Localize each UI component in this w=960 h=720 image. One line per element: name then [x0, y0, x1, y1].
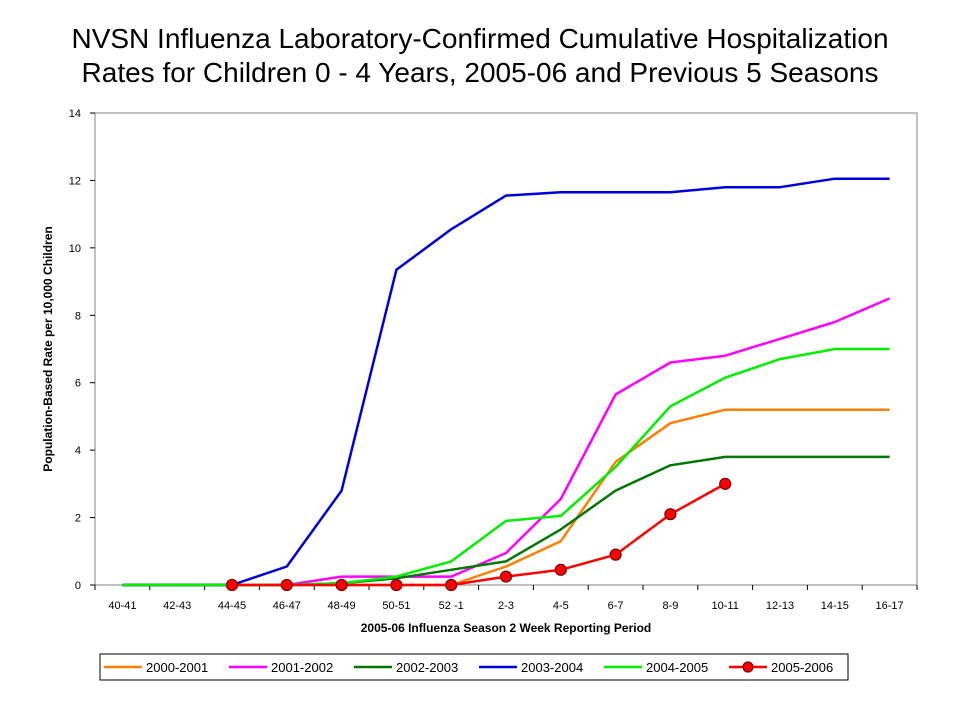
x-tick-label: 14-15 — [821, 600, 849, 612]
series-2005-2006 — [225, 477, 732, 592]
legend: 2000-2001 2001-2002 2002-2003 2003-2004 2004… — [99, 653, 849, 681]
y-tick-label: 14 — [69, 108, 81, 120]
data-point-2005-2006 — [445, 578, 458, 592]
data-point-2005-2006 — [609, 548, 622, 561]
legend-label: 2003-2004 — [521, 660, 583, 675]
x-tick-label: 2-3 — [498, 600, 514, 612]
y-tick-label: 12 — [69, 175, 81, 187]
x-tick-label: 8-9 — [662, 600, 678, 612]
legend-items: 2000-2001 2001-2002 2002-2003 2003-2004 2004… — [104, 660, 833, 675]
y-tick-label: 0 — [75, 580, 81, 592]
x-tick-label: 52 -1 — [439, 600, 464, 612]
y-axis: 0 2 4 6 8 10 12 14 — [69, 108, 95, 592]
plot-area — [94, 112, 918, 586]
series-line-2003-2004 — [122, 177, 890, 587]
series-layer — [122, 177, 891, 592]
data-point-2005-2006 — [499, 570, 513, 583]
y-tick-label: 2 — [75, 513, 81, 525]
legend-item-2003-2004: 2003-2004 — [479, 660, 583, 675]
x-tick-label: 12-13 — [766, 600, 794, 612]
y-axis-title: Population-Based Rate per 10,000 Childre… — [41, 226, 55, 471]
legend-box — [99, 653, 849, 681]
data-point-2005-2006 — [719, 477, 732, 490]
x-tick-label: 40-41 — [108, 600, 136, 612]
x-tick-label: 48-49 — [328, 600, 356, 612]
legend-item-2002-2003: 2002-2003 — [354, 660, 458, 675]
legend-item-2005-2006: 2005-2006 — [729, 660, 833, 675]
chart-title-line-1: NVSN Influenza Laboratory-Confirmed Cumu… — [71, 23, 889, 54]
legend-label: 2005-2006 — [771, 660, 833, 675]
chart-title: NVSN Influenza Laboratory-Confirmed Cumu… — [0, 22, 960, 90]
x-tick-label: 10-11 — [712, 600, 739, 612]
y-tick-label: 6 — [75, 378, 81, 390]
x-tick-label: 4-5 — [553, 600, 569, 612]
legend-label: 2004-2005 — [646, 660, 708, 675]
x-axis-title: 2005-06 Influenza Season 2 Week Reportin… — [361, 621, 652, 635]
legend-label: 2002-2003 — [396, 660, 458, 675]
x-tick-label: 50-51 — [382, 600, 410, 612]
x-tick-label: 42-43 — [163, 600, 191, 612]
x-tick-label: 46-47 — [273, 600, 301, 612]
data-point-2005-2006 — [335, 578, 348, 592]
x-tick-label: 16-17 — [876, 600, 904, 612]
x-tick-label: 6-7 — [608, 600, 624, 612]
legend-label: 2001-2002 — [271, 660, 333, 675]
legend-item-2004-2005: 2004-2005 — [604, 660, 708, 675]
legend-item-2000-2001: 2000-2001 — [104, 660, 208, 675]
data-point-2005-2006 — [390, 578, 403, 592]
legend-marker — [742, 661, 754, 673]
data-point-2005-2006 — [554, 563, 567, 576]
series-line-2005-2006 — [232, 482, 726, 587]
x-axis: 40-41 42-43 44-45 46-47 48-49 50-51 52 -1 2-3 4-… — [94, 585, 918, 612]
chart-title-line-2: Rates for Children 0 - 4 Years, 2005-06 … — [81, 57, 879, 88]
y-tick-label: 10 — [69, 243, 81, 255]
legend-item-2001-2002: 2001-2002 — [229, 660, 333, 675]
series-2003-2004 — [122, 177, 890, 587]
y-tick-label: 4 — [75, 445, 81, 457]
data-point-2005-2006 — [664, 508, 677, 521]
data-point-2005-2006 — [280, 578, 293, 592]
y-tick-label: 8 — [75, 310, 81, 322]
x-tick-label: 44-45 — [218, 600, 246, 612]
legend-label: 2000-2001 — [146, 660, 208, 675]
data-point-2005-2006 — [225, 578, 239, 592]
